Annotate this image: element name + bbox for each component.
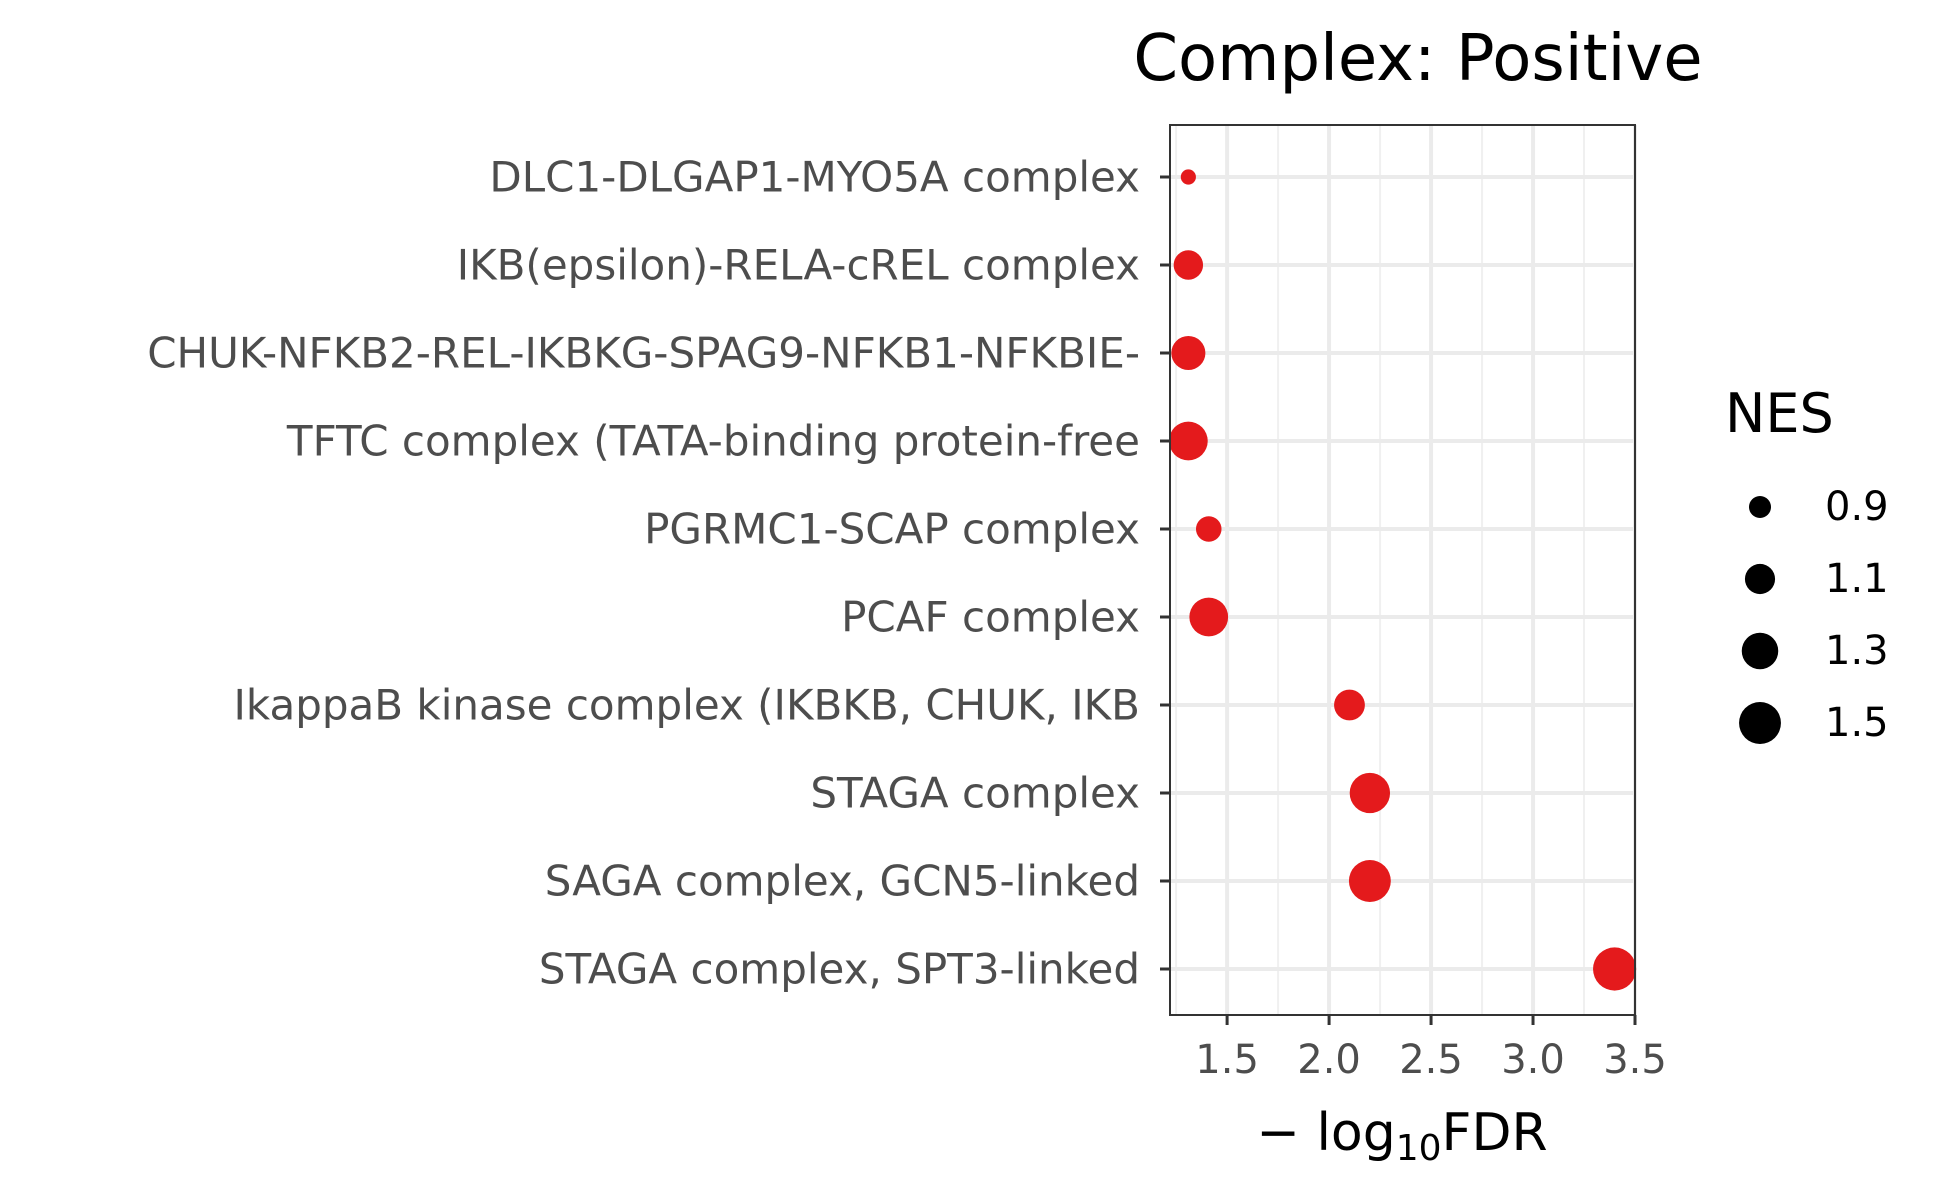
legend-label-1: 1.1	[1825, 556, 1889, 602]
y-tick-label-4: PGRMC1-SCAP complex	[644, 505, 1140, 554]
plot-panel	[1170, 125, 1635, 1015]
data-point-6	[1334, 689, 1365, 721]
legend-label-0: 0.9	[1825, 484, 1889, 530]
y-tick-label-5: PCAF complex	[841, 593, 1140, 642]
legend-label-2: 1.3	[1825, 628, 1889, 674]
plot-border	[1169, 124, 1636, 1016]
x-tick-label-1: 2.0	[1297, 1037, 1361, 1083]
x-axis-title: − log10FDR	[1256, 1103, 1547, 1169]
legend-key-3	[1739, 702, 1781, 744]
x-tick-label-4: 3.5	[1603, 1037, 1667, 1083]
y-tick-label-0: DLC1-DLGAP1-MYO5A complex	[489, 153, 1140, 202]
y-tick-label-7: STAGA complex	[810, 769, 1140, 818]
data-points	[1168, 169, 1637, 991]
x-tick-label-0: 1.5	[1195, 1037, 1259, 1083]
data-point-9	[1593, 947, 1637, 991]
x-tick-label-3: 3.0	[1501, 1037, 1565, 1083]
y-tick-label-3: TFTC complex (TATA-binding protein-free	[286, 417, 1140, 466]
legend-key-2	[1741, 632, 1779, 670]
data-point-4	[1195, 516, 1222, 542]
legend-key-1	[1744, 563, 1776, 595]
data-point-1	[1173, 250, 1204, 280]
data-point-5	[1189, 597, 1229, 637]
y-tick-label-6: IkappaB kinase complex (IKBKB, CHUK, IKB	[233, 681, 1140, 730]
data-point-0	[1180, 169, 1196, 185]
data-point-2	[1171, 335, 1206, 371]
data-point-3	[1168, 421, 1208, 461]
legend-label-3: 1.5	[1825, 700, 1889, 746]
y-tick-label-2: CHUK-NFKB2-REL-IKBKG-SPAG9-NFKB1-NFKBIE-	[147, 329, 1140, 378]
legend-key-0	[1749, 496, 1771, 518]
legend-title: NES	[1725, 382, 1834, 445]
y-tick-label-8: SAGA complex, GCN5-linked	[545, 857, 1140, 906]
data-point-8	[1348, 860, 1391, 902]
y-tick-label-9: STAGA complex, SPT3-linked	[539, 945, 1140, 994]
y-axis: DLC1-DLGAP1-MYO5A complex IKB(epsilon)-RE…	[147, 153, 1170, 994]
chart-title: Complex: Positive	[1133, 22, 1702, 96]
legend: NES 0.9 1.1 1.3 1.5	[1725, 382, 1889, 746]
y-tick-label-1: IKB(epsilon)-RELA-cREL complex	[457, 241, 1140, 290]
data-point-7	[1349, 772, 1391, 814]
x-tick-label-2: 2.5	[1399, 1037, 1463, 1083]
x-axis: 1.5 2.0 2.5 3.0 3.5	[1195, 1015, 1667, 1083]
